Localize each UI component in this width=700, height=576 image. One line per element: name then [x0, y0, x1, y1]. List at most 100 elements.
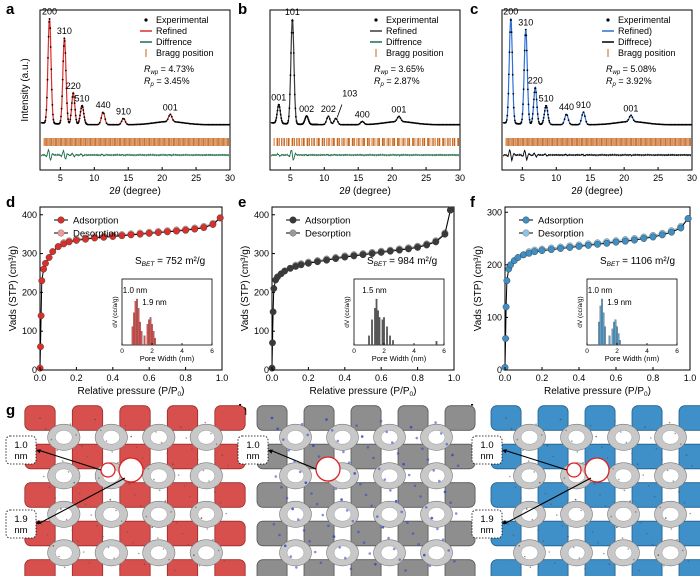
experimental-point	[677, 123, 680, 126]
atom	[52, 545, 55, 547]
atom	[151, 526, 153, 529]
legend-adsorption: Adsorption	[305, 216, 350, 227]
experimental-point	[526, 69, 529, 72]
atom	[368, 552, 372, 555]
adsorption-point	[359, 251, 367, 259]
legend-desorption: Desorption	[73, 229, 119, 240]
atom	[183, 485, 186, 487]
experimental-point	[530, 120, 533, 123]
inset-bar	[149, 317, 152, 346]
adsorption-point	[182, 226, 190, 234]
panel-letter-d: d	[6, 194, 15, 211]
experimental-point	[150, 122, 153, 125]
x-tick-label: 30	[455, 173, 465, 183]
experimental-point	[136, 123, 139, 126]
experimental-point	[622, 121, 624, 123]
atom	[162, 548, 165, 550]
experimental-point	[623, 121, 626, 123]
experimental-point	[563, 118, 566, 120]
experimental-point	[225, 123, 228, 126]
small-pore-highlight	[566, 462, 582, 478]
inset-bar	[375, 298, 378, 346]
experimental-point	[594, 123, 597, 126]
experimental-point	[331, 122, 334, 125]
peak-label-310: 310	[518, 18, 533, 28]
atom	[351, 519, 355, 523]
experimental-point	[74, 108, 77, 111]
experimental-point	[626, 120, 628, 123]
bragg-position-ticks	[505, 138, 692, 146]
x-tick-label: 1.0	[684, 373, 697, 383]
experimental-point	[289, 74, 292, 77]
atom	[75, 434, 77, 436]
experimental-point	[80, 107, 82, 110]
experimental-point	[406, 121, 409, 123]
experimental-point	[327, 115, 330, 118]
experimental-point	[191, 123, 194, 125]
peak-label-001: 001	[623, 103, 638, 113]
legend-experimental: Experimental	[156, 15, 209, 25]
experimental-point	[66, 112, 69, 115]
experimental-point	[276, 113, 278, 116]
panel-letter-f: f	[470, 194, 476, 211]
experimental-point	[82, 112, 85, 115]
legend-marker-adsorption	[289, 216, 297, 224]
atom	[101, 535, 104, 538]
atom	[589, 424, 592, 427]
experimental-point	[223, 123, 226, 126]
experimental-point	[669, 123, 672, 126]
atom	[306, 433, 310, 437]
experimental-point	[505, 121, 508, 123]
experimental-point	[514, 119, 516, 122]
experimental-point	[295, 115, 297, 118]
peak-label-440: 440	[96, 100, 111, 110]
experimental-point	[290, 52, 292, 54]
pore-opening	[102, 545, 121, 560]
experimental-point	[108, 123, 111, 126]
experimental-point	[113, 123, 116, 126]
atom	[120, 520, 123, 522]
x-tick-label: 20	[157, 173, 167, 183]
experimental-point	[654, 123, 657, 125]
pore-opening	[614, 430, 633, 445]
atom	[527, 460, 530, 462]
x-tick-label: 25	[421, 173, 431, 183]
atom	[391, 441, 394, 444]
experimental-point	[662, 123, 665, 126]
pore-opening	[520, 507, 539, 522]
experimental-point	[130, 123, 133, 126]
framework-node	[444, 443, 476, 470]
small-pore-highlight	[100, 462, 116, 478]
framework-node	[166, 559, 199, 576]
pore-opening	[102, 507, 121, 522]
adsorption-point	[323, 256, 330, 264]
experimental-point	[353, 123, 356, 126]
atom	[509, 475, 511, 478]
inset-bar	[154, 337, 156, 346]
atom	[424, 506, 428, 509]
adsorption-point	[281, 267, 289, 275]
atom	[663, 565, 665, 567]
x-tick-label: 0.0	[34, 373, 47, 383]
atom	[132, 541, 134, 544]
atom	[582, 461, 584, 464]
atom	[665, 517, 667, 519]
atom	[109, 498, 112, 501]
experimental-point	[63, 37, 66, 40]
experimental-point	[589, 123, 592, 126]
experimental-point	[403, 120, 406, 123]
atom	[606, 457, 609, 459]
difference-curve	[502, 149, 691, 163]
atom	[411, 532, 415, 535]
inset-peak-label: 1.0 nm	[588, 286, 613, 295]
atom	[409, 425, 413, 429]
adsorption-point	[270, 285, 278, 292]
experimental-point	[78, 120, 80, 122]
inset-peak-label: 1.9 nm	[607, 298, 632, 307]
inset-x-tick-label: 4	[645, 348, 649, 355]
pore-size-unit: nm	[480, 451, 493, 462]
experimental-point	[46, 78, 49, 81]
atom	[285, 496, 289, 500]
adsorption-point	[525, 249, 533, 257]
legend-marker-experimental	[374, 18, 378, 22]
